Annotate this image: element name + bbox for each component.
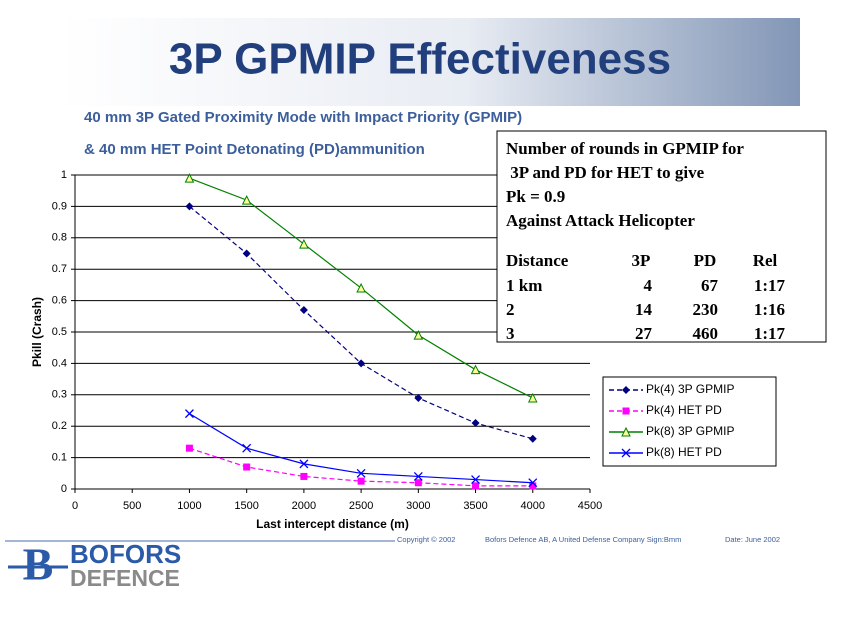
x-tick-label: 500 <box>123 500 141 512</box>
x-axis-label: Last intercept distance (m) <box>256 517 409 531</box>
y-tick-label: 1 <box>61 169 67 181</box>
marker <box>300 472 308 480</box>
x-tick-label: 0 <box>72 500 78 512</box>
y-tick-label: 0.5 <box>52 326 67 338</box>
marker <box>299 306 308 315</box>
marker <box>472 482 480 490</box>
info-line: Pk = 0.9 <box>506 187 565 206</box>
table-header: 3P <box>632 251 651 270</box>
x-tick-label: 4000 <box>521 500 545 512</box>
table-header: PD <box>694 251 717 270</box>
marker <box>414 479 422 487</box>
marker <box>470 364 481 375</box>
chart: 0 0.1 0.2 0.3 0.4 0.5 0.6 0.7 0.8 0.9 1 0 500 1000 150… <box>30 169 777 531</box>
table-cell: 1 km <box>506 276 542 295</box>
subtitle: 40 mm 3P Gated Proximity Mode with Impac… <box>84 109 522 126</box>
info-line: Against Attack Helicopter <box>506 211 695 230</box>
marker <box>242 249 251 258</box>
y-axis-label: Pkill (Crash) <box>30 297 44 367</box>
marker <box>471 475 481 485</box>
x-tick-label: 2500 <box>349 500 373 512</box>
marker <box>241 195 252 205</box>
table-header: Rel <box>753 251 778 270</box>
marker <box>299 459 309 469</box>
marker <box>529 482 537 490</box>
marker <box>414 393 423 402</box>
x-tick-label: 4500 <box>578 500 602 512</box>
legend-label: Pk(8) 3P GPMIP <box>646 424 734 438</box>
table-cell: 27 <box>635 324 653 343</box>
legend-label: Pk(4) HET PD <box>646 403 722 417</box>
table-cell: 3 <box>506 324 515 343</box>
legend-marker <box>622 407 630 415</box>
y-tick-label: 0.1 <box>52 452 67 464</box>
marker <box>242 443 252 453</box>
info-line: 3P and PD for HET to give <box>506 163 705 182</box>
table-cell: 67 <box>701 276 719 295</box>
marker <box>527 392 538 403</box>
series-line <box>189 205 533 440</box>
logo-emblem: B <box>23 539 54 590</box>
series-line <box>189 413 533 484</box>
y-tick-label: 0.9 <box>52 200 67 212</box>
subtitle: & 40 mm HET Point Detonating (PD)ammunit… <box>84 141 425 158</box>
info-box-frame <box>496 130 827 343</box>
marker <box>357 359 366 368</box>
marker <box>356 282 366 293</box>
x-tick-label: 2000 <box>292 500 316 512</box>
table-cell: 1:17 <box>754 276 786 295</box>
table-header: Distance <box>506 251 569 270</box>
company: Bofors Defence AB, A United Defense Comp… <box>485 535 681 544</box>
table-cell: 230 <box>693 300 719 319</box>
x-tick-label: 1500 <box>234 500 258 512</box>
y-tick-label: 0 <box>61 483 67 495</box>
table-cell: 1:17 <box>754 324 786 343</box>
table-cell: 14 <box>635 300 653 319</box>
marker <box>528 434 537 443</box>
marker <box>471 419 480 428</box>
y-tick-label: 0.2 <box>52 420 67 432</box>
logo-subname: DEFENCE <box>70 565 180 591</box>
marker <box>413 471 423 481</box>
title: 3P GPMIP Effectiveness <box>169 35 671 84</box>
table-cell: 1:16 <box>754 300 785 319</box>
legend-marker <box>621 426 631 437</box>
y-tick-label: 0.3 <box>52 389 67 401</box>
x-tick-label: 3000 <box>406 500 430 512</box>
legend-marker <box>622 386 630 394</box>
marker <box>413 330 424 340</box>
legend-marker <box>621 448 631 458</box>
x-tick-label: 1000 <box>177 500 201 512</box>
legend-label: Pk(8) HET PD <box>646 445 722 459</box>
table-cell: 2 <box>506 300 515 319</box>
marker <box>184 173 195 183</box>
copyright: Copyright © 2002 <box>397 535 455 544</box>
marker <box>357 477 365 485</box>
marker <box>185 202 194 211</box>
logo-name: BOFORS <box>70 539 181 569</box>
y-tick-label: 0.4 <box>52 357 67 369</box>
marker <box>299 238 309 249</box>
date: Date: June 2002 <box>725 535 780 544</box>
y-tick-label: 0.6 <box>52 295 67 307</box>
table-cell: 460 <box>693 324 719 343</box>
marker <box>185 444 193 452</box>
marker <box>528 478 538 488</box>
title-banner <box>60 18 800 106</box>
info-box: Number of rounds in GPMIP for 3P and PD … <box>496 130 827 343</box>
legend-label: Pk(4) 3P GPMIP <box>646 382 734 396</box>
logo: B BOFORS DEFENCE <box>8 539 181 591</box>
marker <box>356 468 366 478</box>
y-tick-label: 0.7 <box>52 263 67 275</box>
table-cell: 4 <box>644 276 653 295</box>
marker <box>243 463 251 471</box>
y-tick-label: 0.8 <box>52 232 67 244</box>
legend-frame <box>602 376 777 467</box>
x-tick-label: 3500 <box>463 500 487 512</box>
marker <box>184 409 194 419</box>
info-line: Number of rounds in GPMIP for <box>506 139 744 158</box>
